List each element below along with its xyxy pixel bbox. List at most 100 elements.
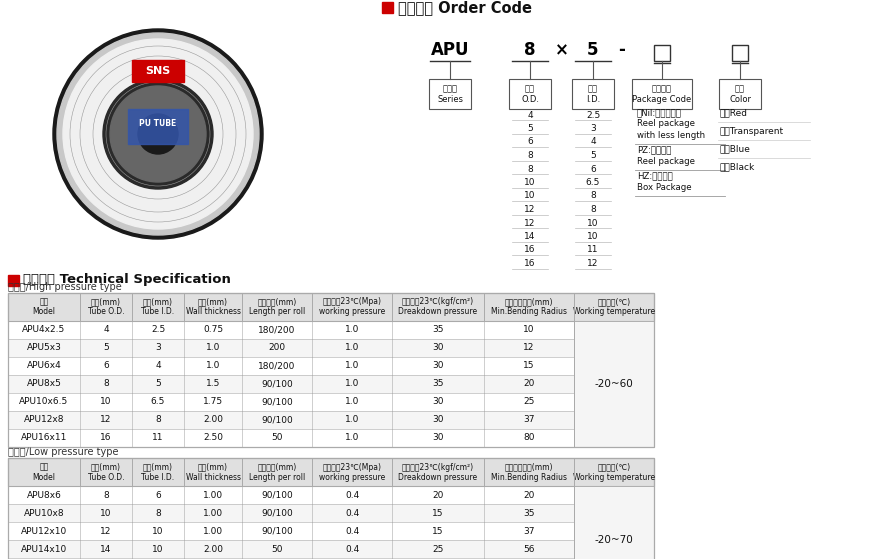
Text: 1.00: 1.00 [203,509,223,518]
Circle shape [110,86,206,182]
Text: APU: APU [431,41,469,59]
Text: 15: 15 [432,527,443,536]
Text: 高压型/High pressure type: 高压型/High pressure type [8,282,122,292]
Text: 16: 16 [100,433,112,443]
Bar [382,2,393,13]
Text: 35: 35 [432,325,443,334]
Text: 颜色: 颜色 [735,84,745,93]
Circle shape [57,33,259,235]
Text: APU5x3: APU5x3 [27,343,61,353]
Text: 6: 6 [590,164,596,173]
Text: 35: 35 [432,380,443,389]
Text: 6.5: 6.5 [150,397,165,406]
Text: Color: Color [729,94,751,103]
Text: 11: 11 [588,245,599,254]
Text: Min.Bending Radius: Min.Bending Radius [491,472,567,481]
Text: APU14x10: APU14x10 [21,544,67,553]
Text: working pressure: working pressure [319,472,385,481]
Text: 10: 10 [100,509,112,518]
Text: 90/100: 90/100 [261,397,293,406]
Text: 8: 8 [527,164,533,173]
Text: ×: × [555,41,569,59]
Text: 6: 6 [527,138,533,146]
Bar [429,79,471,109]
Text: 8: 8 [155,415,161,424]
Text: 每卷长度(mm): 每卷长度(mm) [258,297,296,306]
Text: APU10x8: APU10x8 [24,509,65,518]
Text: O.D.: O.D. [521,94,539,103]
Text: PU TUBE: PU TUBE [139,120,177,129]
Text: 37: 37 [523,527,535,536]
Text: 1.75: 1.75 [203,397,223,406]
Circle shape [138,114,178,154]
Bar [732,45,748,61]
Text: 11: 11 [152,433,164,443]
Text: 1.0: 1.0 [345,362,359,371]
Text: Min.Bending Radius: Min.Bending Radius [491,307,567,316]
Text: APU8x6: APU8x6 [27,490,61,500]
Text: 14: 14 [100,544,112,553]
Text: 每卷长度(mm): 每卷长度(mm) [258,462,296,471]
Text: 12: 12 [524,205,535,214]
Text: Length per roll: Length per roll [249,472,305,481]
Text: 外径: 外径 [525,84,535,93]
Text: 型号: 型号 [39,462,49,471]
Bar [8,357,574,375]
Text: 8: 8 [104,380,109,389]
Text: 工作温度(℃): 工作温度(℃) [597,297,630,306]
Bar [8,339,574,357]
Text: 1.00: 1.00 [203,490,223,500]
Text: 1.0: 1.0 [345,380,359,389]
Text: Box Package: Box Package [637,182,691,192]
Text: 10: 10 [152,527,164,536]
Text: Wall thickness: Wall thickness [186,307,241,316]
Text: 白色Transparent: 白色Transparent [720,126,784,135]
Text: 2.5: 2.5 [150,325,165,334]
Bar [8,393,574,411]
Text: 180/200: 180/200 [258,325,296,334]
Text: Length per roll: Length per roll [249,307,305,316]
Text: 30: 30 [432,362,443,371]
Bar [574,486,654,559]
Text: 14: 14 [524,232,535,241]
Text: 1.5: 1.5 [206,380,220,389]
Bar [8,540,574,558]
Text: 1.0: 1.0 [345,343,359,353]
Text: 5: 5 [590,151,596,160]
Text: 20: 20 [432,490,443,500]
Text: Wall thickness: Wall thickness [186,472,241,481]
Text: Reel package: Reel package [637,157,695,165]
Bar [719,79,761,109]
Text: 25: 25 [523,397,535,406]
Text: 30: 30 [432,397,443,406]
Text: Working temperature: Working temperature [573,307,655,316]
Bar [574,321,654,447]
Text: 2.50: 2.50 [203,433,223,443]
Text: Model: Model [33,472,56,481]
Text: 20: 20 [523,490,535,500]
Text: 8: 8 [155,509,161,518]
Text: 4: 4 [155,362,161,371]
Text: 2.5: 2.5 [586,111,600,120]
Text: APU4x2.5: APU4x2.5 [22,325,65,334]
Text: 包装代号: 包装代号 [652,84,672,93]
Text: APU6x4: APU6x4 [27,362,61,371]
Text: 1.00: 1.00 [203,527,223,536]
Text: 工作压力23℃(Mpa): 工作压力23℃(Mpa) [322,462,381,471]
Bar [654,45,670,61]
Text: 2.00: 2.00 [203,415,223,424]
Text: 内径(mm): 内径(mm) [143,462,173,471]
Text: 系列号: 系列号 [442,84,458,93]
Text: 30: 30 [432,343,443,353]
Text: 壁厚(mm): 壁厚(mm) [198,297,228,306]
Text: 90/100: 90/100 [261,490,293,500]
Text: 0.4: 0.4 [345,527,359,536]
Text: 4: 4 [104,325,109,334]
Text: -20~60: -20~60 [595,379,634,389]
Text: SNS: SNS [145,66,171,76]
Text: 35: 35 [523,509,535,518]
Text: Dreakdown pressure: Dreakdown pressure [398,472,478,481]
Text: 10: 10 [523,325,535,334]
Text: 8: 8 [527,151,533,160]
Text: 壁厚(mm): 壁厚(mm) [198,462,228,471]
